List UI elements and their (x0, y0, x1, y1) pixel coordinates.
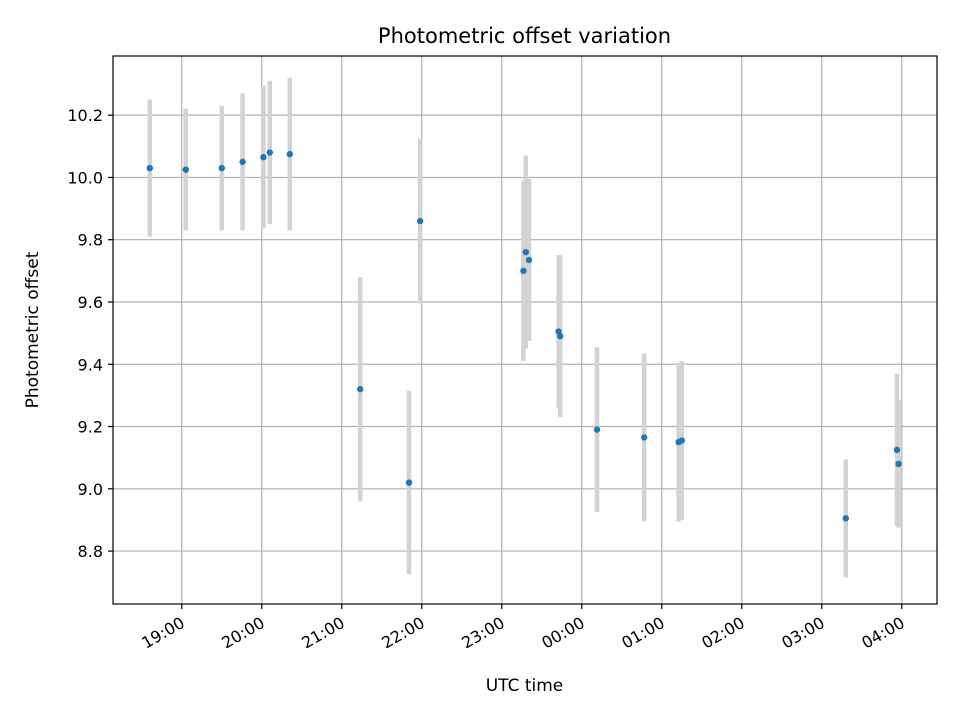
data-point (522, 248, 529, 256)
plot-frame (112, 55, 938, 605)
data-point (239, 158, 246, 166)
data-point (593, 426, 601, 433)
data-point (218, 164, 225, 172)
y-tick-label: 9.4 (78, 355, 103, 374)
data-point (260, 153, 267, 161)
data-point (895, 460, 902, 468)
y-tick-label: 8.8 (78, 542, 103, 561)
y-tick-label: 9.0 (78, 480, 103, 499)
data-point (266, 149, 273, 156)
data-point (525, 256, 533, 264)
y-tick-label: 10.2 (67, 106, 103, 125)
data-point (405, 479, 413, 486)
data-point (286, 150, 293, 158)
x-axis-label: UTC time (486, 676, 564, 696)
data-point (678, 437, 685, 444)
data-points (146, 149, 902, 522)
y-axis: 8.8 9.0 9.2 9.4 9.6 9.8 10.0 10.2 (67, 106, 113, 561)
data-point (182, 166, 189, 173)
data-point (357, 385, 364, 393)
data-point (893, 446, 901, 454)
data-point (417, 217, 424, 225)
data-point (842, 515, 849, 522)
y-tick-label: 9.2 (78, 418, 103, 437)
data-point (641, 434, 648, 441)
y-tick-label: 9.8 (78, 231, 103, 250)
data-point (557, 333, 564, 340)
y-tick-label: 10.0 (67, 168, 103, 187)
data-point (146, 164, 153, 172)
y-tick-label: 9.6 (78, 293, 103, 312)
y-axis-label: Photometric offset (23, 251, 43, 408)
data-point (520, 267, 527, 275)
chart-title: Photometric offset variation (378, 24, 671, 48)
